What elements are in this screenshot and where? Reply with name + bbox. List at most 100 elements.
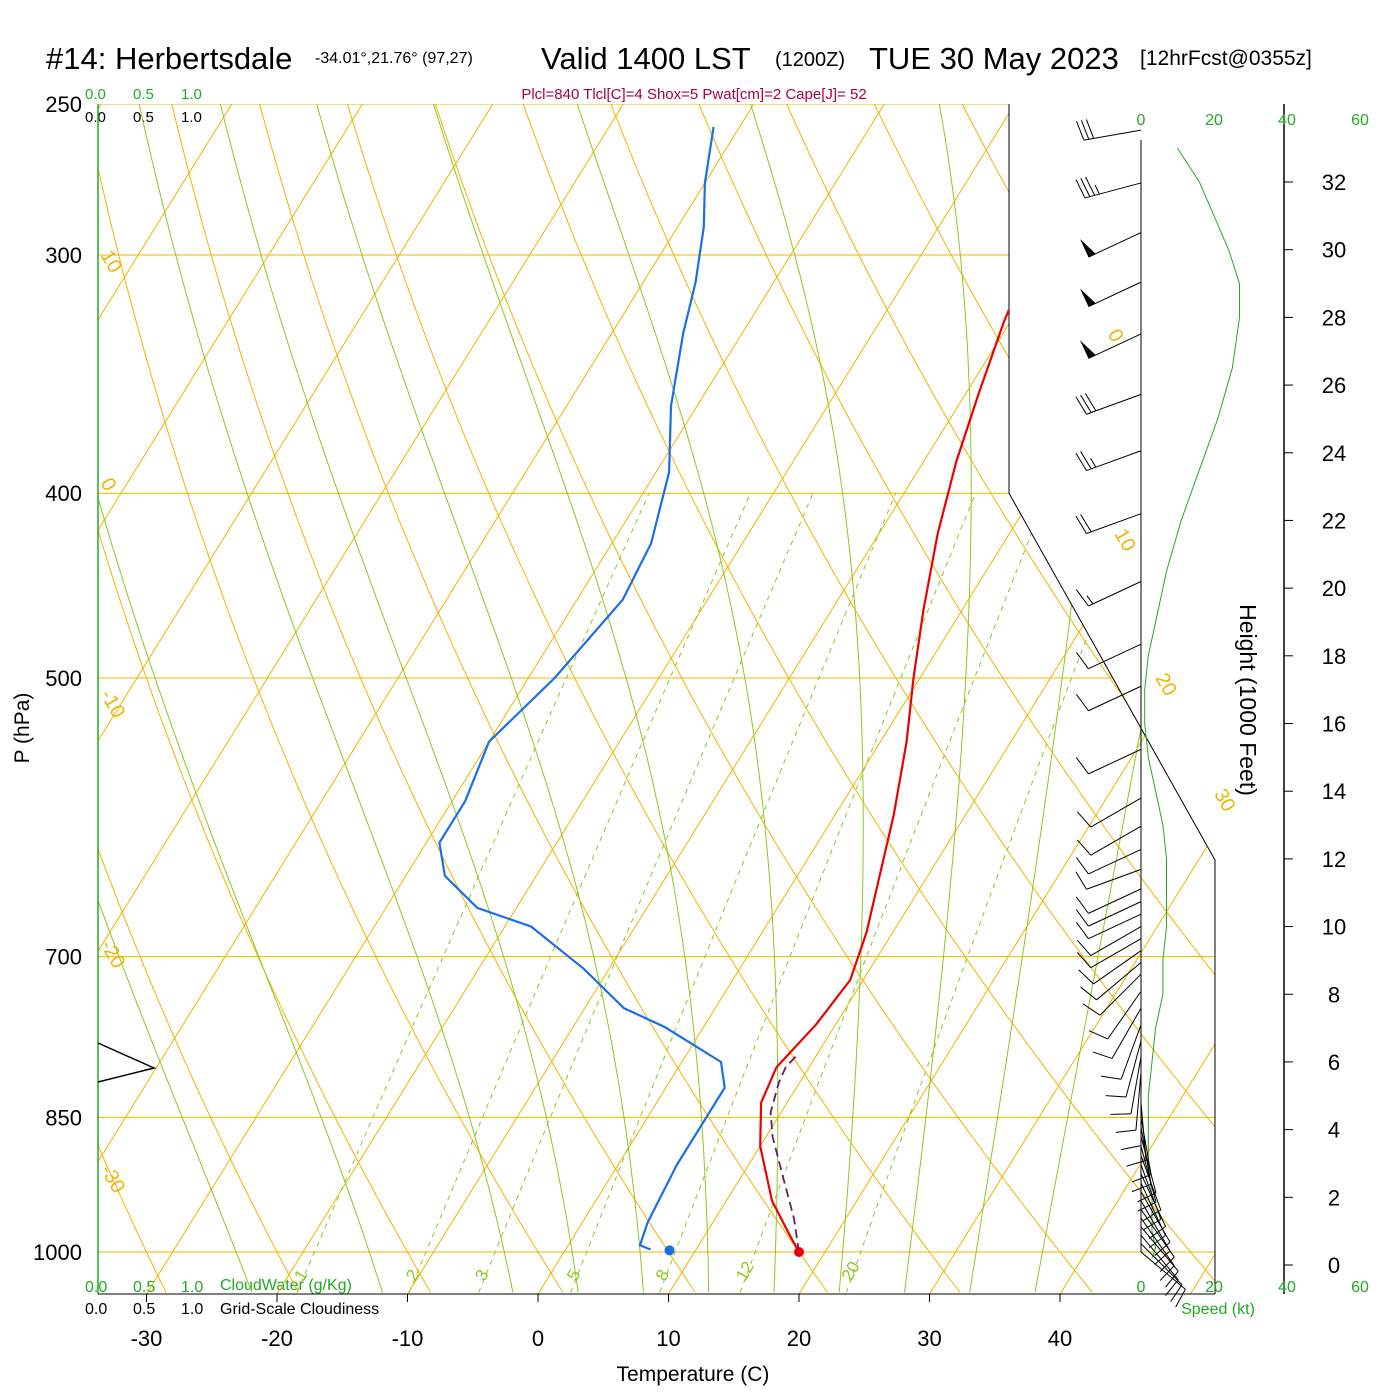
wind-barb xyxy=(1140,1251,1186,1308)
wind-barb-flag xyxy=(1159,1265,1175,1281)
wind-barb xyxy=(1075,643,1142,670)
wind-barb-staff xyxy=(1088,281,1142,308)
wind-barb-flag xyxy=(1143,1218,1162,1231)
wind-barb-staff xyxy=(1140,1182,1166,1236)
wind-barb-staff xyxy=(1140,1226,1179,1272)
wind-barb-flag xyxy=(1078,969,1094,985)
wind-barb xyxy=(1140,1234,1179,1296)
height-tick-label: 24 xyxy=(1322,441,1346,466)
wind-barb-flag xyxy=(1082,1003,1101,1016)
isotherm-line xyxy=(98,104,363,1294)
wind-barb-staff xyxy=(1088,643,1142,670)
dry-adiabat-line xyxy=(510,104,1215,1293)
right-frame-line xyxy=(1008,104,1216,1294)
top-cloudiness-tick: 1.0 xyxy=(181,109,202,126)
wind-barb xyxy=(1075,581,1142,607)
x-tick-label: -20 xyxy=(261,1326,293,1351)
speed-tick-label-top: 60 xyxy=(1351,112,1369,129)
wind-barb-staff xyxy=(1090,825,1142,856)
isotherm-line xyxy=(98,104,233,1294)
dry-adiabat-line xyxy=(98,104,432,1293)
speed-tick-label-top: 20 xyxy=(1205,112,1223,129)
sounding-parameters: Plcl=840 Tlcl[C]=4 Shox=5 Pwat[cm]=2 Cap… xyxy=(521,86,866,103)
wind-barb xyxy=(1075,513,1142,534)
dry-adiabat-line xyxy=(250,104,829,1293)
wind-barb-staff xyxy=(1090,926,1142,956)
dry-adiabat-line xyxy=(684,104,1215,1293)
height-tick-label: 6 xyxy=(1328,1050,1340,1075)
wind-barb xyxy=(1075,748,1142,775)
wind-barb xyxy=(1076,797,1142,828)
wind-barb xyxy=(1140,1182,1166,1248)
wind-barb-staff xyxy=(1135,1072,1142,1131)
wind-barb-staff xyxy=(1088,333,1142,359)
wind-barb-flag xyxy=(1076,839,1092,856)
wind-barb xyxy=(1137,1136,1157,1203)
wind-barb xyxy=(1140,1200,1171,1265)
wind-barb-flag xyxy=(1076,120,1085,141)
height-tick-label: 26 xyxy=(1322,373,1346,398)
dry-adiabat-line xyxy=(98,104,299,1293)
bottom-cloudiness-tick: 0.5 xyxy=(133,1301,155,1318)
height-tick-label: 14 xyxy=(1322,779,1346,804)
dry-adiabat-line xyxy=(771,104,1215,1293)
wind-barb xyxy=(1120,1087,1142,1151)
speed-tick-label-bottom: 60 xyxy=(1351,1279,1369,1296)
height-tick-label: 20 xyxy=(1322,576,1346,601)
x-tick-label: 20 xyxy=(787,1326,811,1351)
height-tick-label: 12 xyxy=(1322,847,1346,872)
wind-barb xyxy=(1075,393,1142,415)
wind-barb-flag xyxy=(1075,589,1089,607)
wind-barb-flag xyxy=(1131,1174,1152,1183)
wind-barb-flag xyxy=(1137,1201,1157,1212)
wind-barb xyxy=(1140,1243,1183,1302)
height-tick-label: 18 xyxy=(1322,644,1346,669)
wind-barb-flag xyxy=(1115,1129,1136,1133)
valid-date: TUE 30 May 2023 xyxy=(869,41,1119,76)
x-tick-label: 40 xyxy=(1048,1326,1072,1351)
top-cloudwater-tick: 1.0 xyxy=(181,86,202,103)
wind-barb-flag xyxy=(1092,1051,1113,1059)
parcel-profile-line xyxy=(769,1054,800,1253)
wind-barb-flag xyxy=(1148,1235,1166,1248)
x-tick-label: -30 xyxy=(131,1326,163,1351)
pressure-tick-label: 500 xyxy=(45,666,82,691)
station-coords: -34.01°,21.76° (97,27) xyxy=(315,50,473,67)
wind-speed-profile-line xyxy=(1144,147,1240,1259)
skewt-grid: 1 2 3 5 8 12 20 xyxy=(98,104,1215,1294)
wind-barb-flag xyxy=(1137,1192,1157,1203)
wind-barb-staff xyxy=(1088,232,1142,258)
wind-barb-half-flag xyxy=(1090,458,1097,468)
wind-barb-flag xyxy=(1165,1279,1179,1296)
bottom-cloud-legend: 0.0 0.5 1.0 CloudWater (g/Kg) 0.0 0.5 1.… xyxy=(85,1277,379,1318)
wind-barb-flag xyxy=(1075,896,1089,914)
height-tick-label: 8 xyxy=(1328,982,1340,1007)
height-axis-title: Height (1000 Feet) xyxy=(1235,604,1261,796)
wind-barb-staff xyxy=(1088,913,1142,940)
wind-barb-pennant xyxy=(1079,288,1096,307)
wind-barb-pennant xyxy=(1079,238,1096,258)
isotherm-line xyxy=(276,104,1016,1294)
mixing-ratio-line xyxy=(570,493,897,1293)
wind-barb-flag xyxy=(1075,857,1089,875)
moist-adiabat-line xyxy=(750,104,864,1293)
dry-adiabat-line xyxy=(98,104,564,1293)
wind-barb-flag xyxy=(1084,393,1097,412)
pressure-tick-label: 850 xyxy=(45,1105,82,1130)
speed-tick-label-bottom: 0 xyxy=(1137,1279,1146,1296)
wind-barb-staff xyxy=(1130,1056,1142,1115)
bottom-cloudiness-tick: 0.0 xyxy=(85,1301,107,1318)
wind-barb xyxy=(1076,119,1142,141)
wind-barb xyxy=(1075,868,1142,890)
isotherm-line xyxy=(929,104,1215,1294)
top-cloud-ticks: 0.0 0.5 1.0 0.0 0.5 1.0 xyxy=(85,86,202,126)
speed-tick-label-bottom: 20 xyxy=(1205,1279,1223,1296)
top-cloudwater-tick: 0.5 xyxy=(133,86,154,103)
wind-barb xyxy=(1075,685,1142,712)
wind-barb-flag xyxy=(1075,757,1089,775)
wind-barb-flag xyxy=(1120,1145,1142,1151)
wind-barb-flag xyxy=(1076,811,1092,828)
bottom-cloudwater-tick: 0.0 xyxy=(85,1279,107,1296)
bottom-cloudwater-tick: 0.5 xyxy=(133,1279,155,1296)
height-tick-label: 4 xyxy=(1328,1118,1340,1143)
